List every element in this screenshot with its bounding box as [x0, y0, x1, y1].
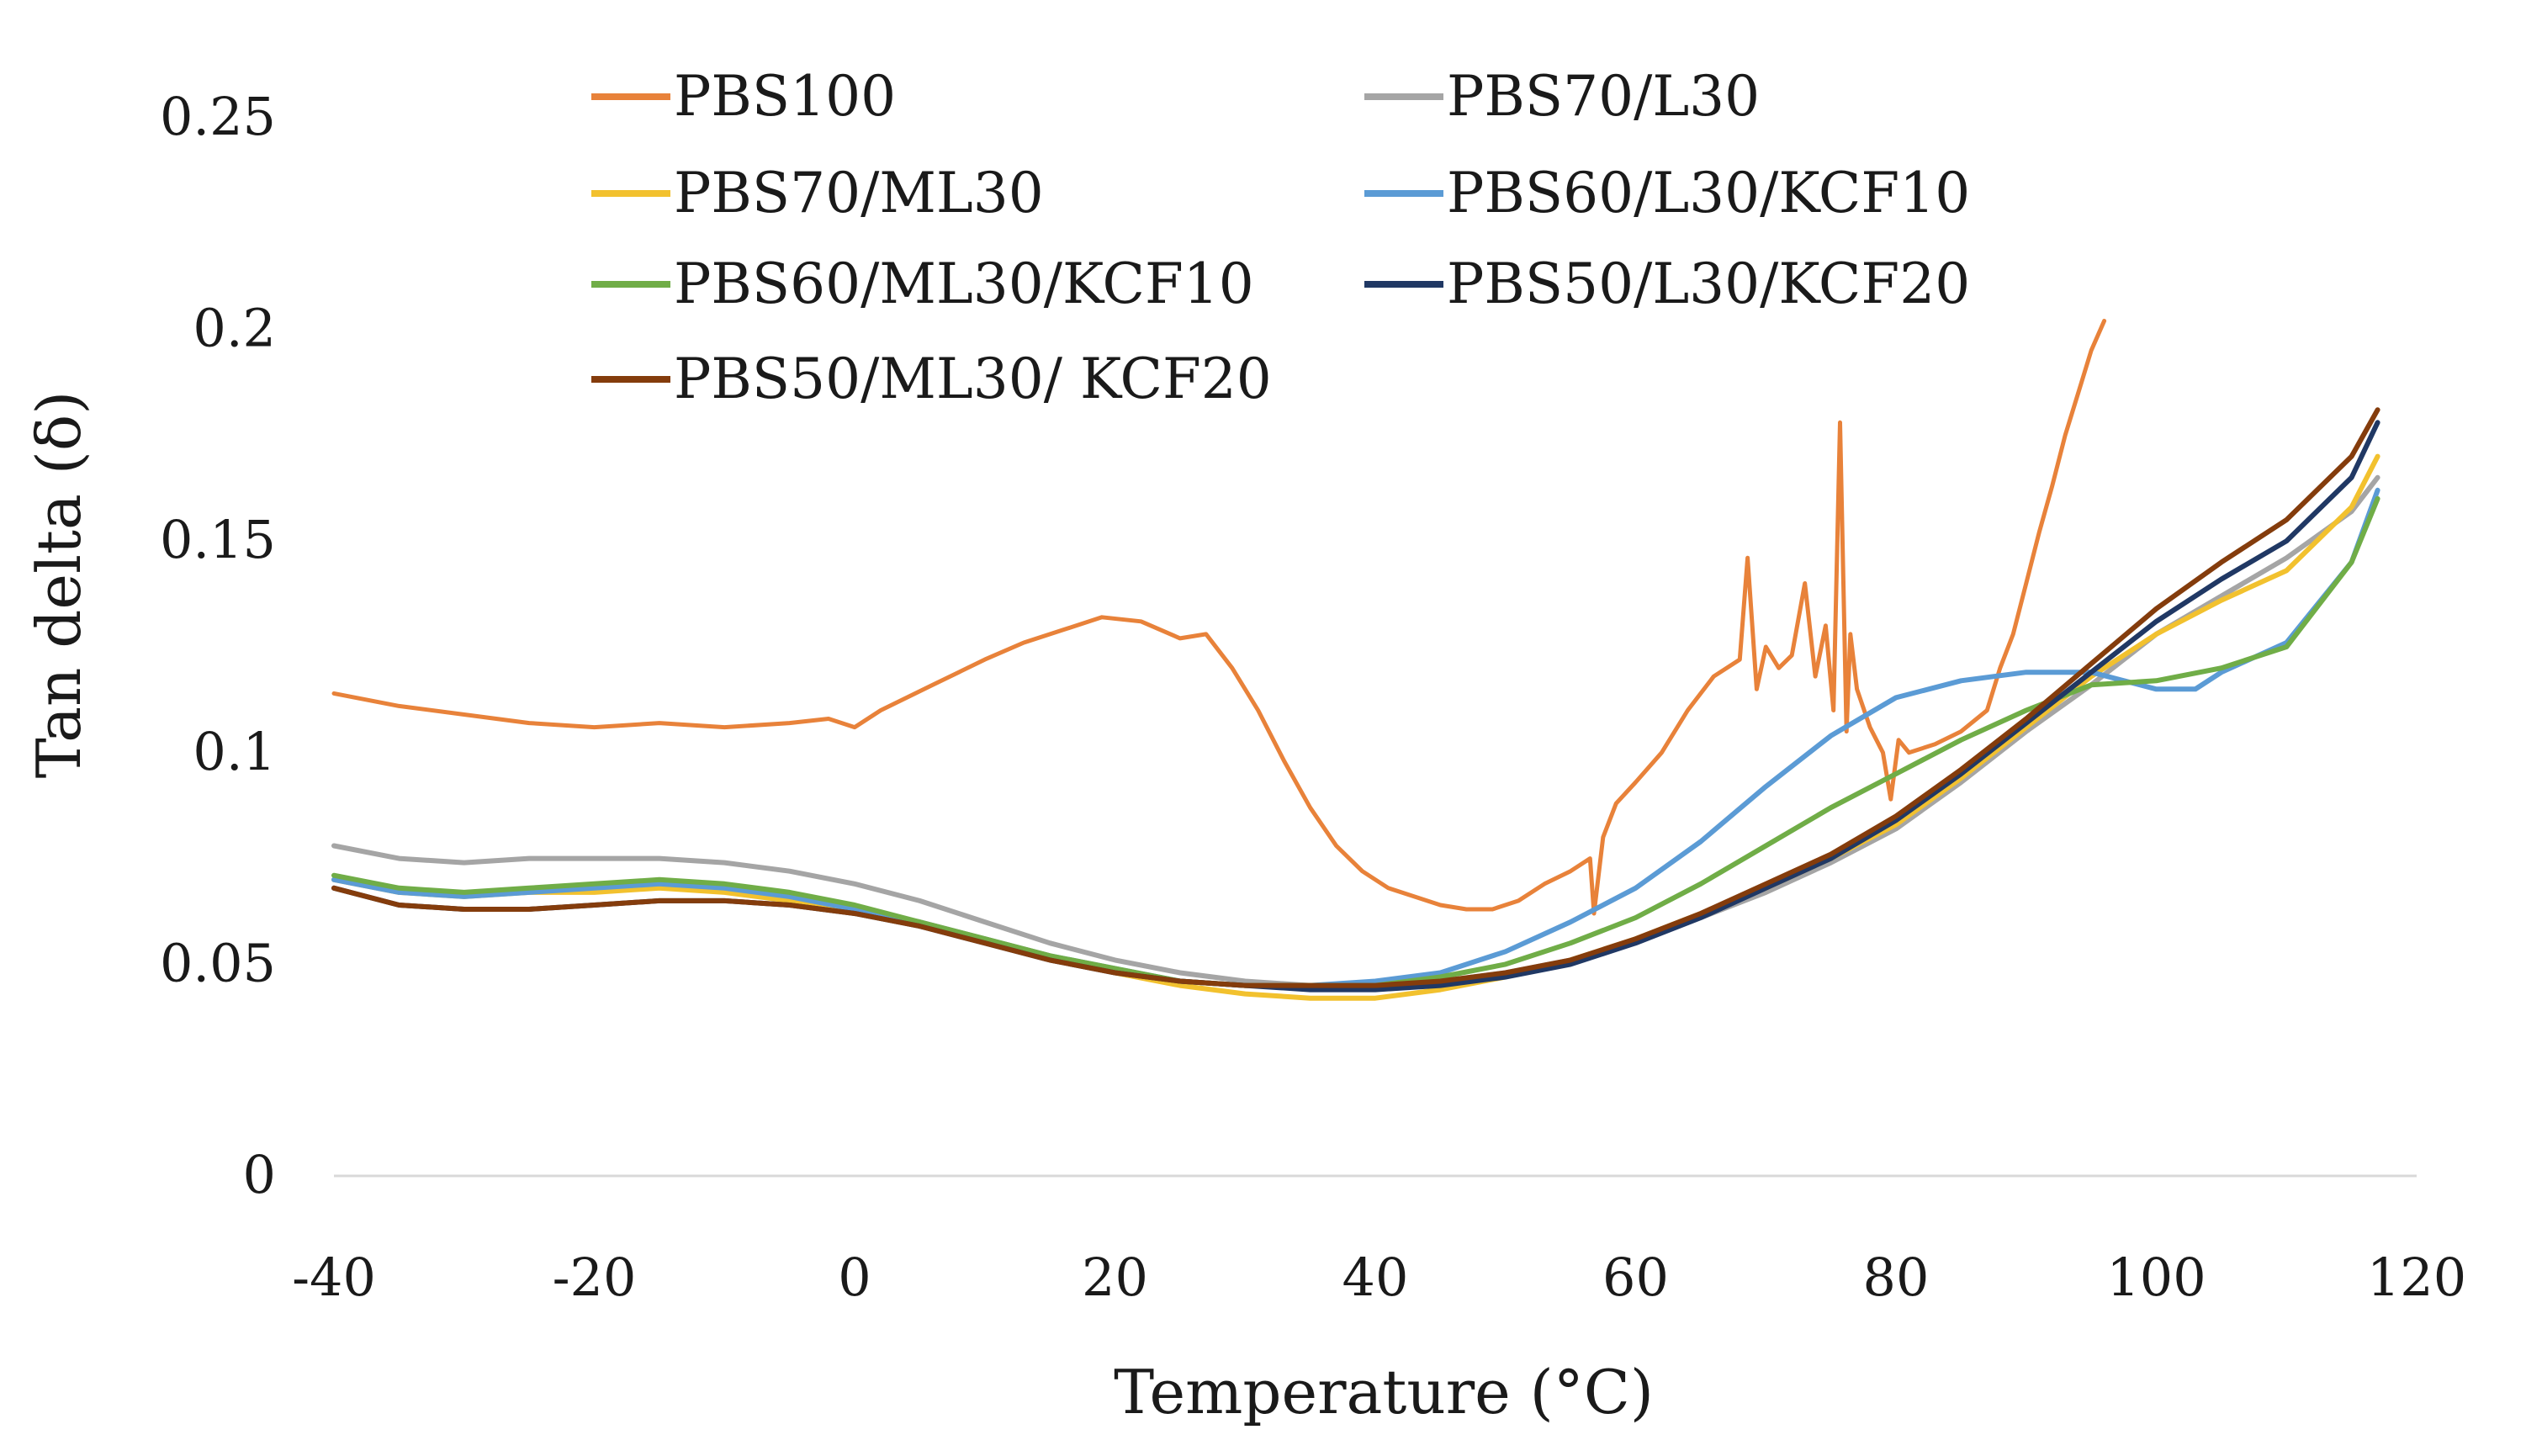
x-tick-label: -40: [292, 1247, 376, 1308]
x-axis-ticks: -40 -20 0 20 40 60 80 100 120: [292, 1247, 2466, 1308]
series-line-pbs50-ml30-kcf20: [331, 407, 2380, 988]
legend-label: PBS100: [674, 64, 896, 129]
legend-label: PBS70/L30: [1447, 64, 1760, 129]
y-tick-label: 0.25: [160, 86, 276, 147]
y-axis-ticks: 0 0.05 0.1 0.15 0.2 0.25: [160, 86, 276, 1205]
legend-label: PBS60/L30/KCF10: [1447, 161, 1970, 225]
x-tick-label: 120: [2367, 1247, 2466, 1308]
x-axis-title: Temperature (°C): [1114, 1357, 1654, 1427]
y-axis-title: Tan delta (δ): [24, 391, 94, 779]
x-tick-label: 0: [838, 1247, 871, 1308]
x-tick-label: 80: [1863, 1247, 1930, 1308]
y-tick-label: 0.2: [193, 298, 276, 359]
y-tick-label: 0.05: [160, 932, 276, 993]
x-tick-label: -20: [553, 1247, 637, 1308]
y-tick-label: 0.15: [160, 509, 276, 570]
x-tick-label: 100: [2106, 1247, 2206, 1308]
legend-label: PBS50/L30/KCF20: [1447, 251, 1970, 316]
legend-label: PBS50/ML30/ KCF20: [674, 347, 1272, 411]
series-lines: [331, 319, 2380, 1001]
series-line-pbs100: [331, 319, 2107, 916]
legend-label: PBS60/ML30/KCF10: [674, 251, 1254, 316]
y-tick-label: 0: [243, 1144, 276, 1205]
x-tick-label: 20: [1082, 1247, 1148, 1308]
legend: PBS100 PBS70/L30 PBS70/ML30 PBS60/L30/KCF10…: [591, 64, 1970, 411]
y-tick-label: 0.1: [193, 721, 276, 782]
x-tick-label: 40: [1342, 1247, 1409, 1308]
legend-label: PBS70/ML30: [674, 161, 1044, 225]
x-tick-label: 60: [1602, 1247, 1669, 1308]
